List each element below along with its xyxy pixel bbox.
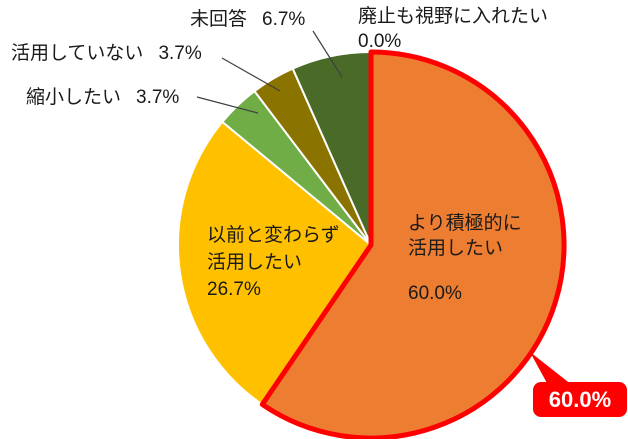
callout-60-percent: 60.0% xyxy=(533,382,627,417)
callout-tail xyxy=(530,352,572,385)
label-mikaito-value: 6.7% xyxy=(262,9,306,30)
label-orange-slice: より積極的に 活用したい 60.0% xyxy=(408,211,522,306)
leader-line-mikaito xyxy=(312,30,343,78)
pie-slices xyxy=(177,49,567,439)
label-orange-name-line2: 活用したい xyxy=(408,238,504,259)
label-mikaito: 未回答 6.7% xyxy=(190,8,305,32)
label-haishi-value: 0.0% xyxy=(358,31,402,52)
label-yellow-value: 26.7% xyxy=(207,279,261,300)
label-yellow-slice: 以前と変わらず 活用したい 26.7% xyxy=(207,222,340,303)
label-katsuyoshiteinai: 活用していない 3.7% xyxy=(11,42,202,66)
label-orange-name-line1: より積極的に xyxy=(408,213,522,234)
label-orange-value: 60.0% xyxy=(408,283,462,304)
label-shukusho-name: 縮小したい xyxy=(26,87,122,108)
label-yellow-name-line1: 以前と変わらず xyxy=(207,225,340,246)
label-mikaito-name: 未回答 xyxy=(190,9,248,30)
leader-line-shukusho xyxy=(196,96,259,114)
label-haishi-name: 廃止も視野に入れたい xyxy=(358,6,549,27)
label-shukusho: 縮小したい 3.7% xyxy=(26,86,179,110)
label-katsuyoshiteinai-name: 活用していない xyxy=(11,43,144,64)
leader-lines xyxy=(196,30,343,114)
pie-slice-0 xyxy=(259,49,567,439)
pie-slice-1 xyxy=(177,120,372,406)
leader-line-katsuyoshiteinai xyxy=(221,57,281,92)
callout-text: 60.0% xyxy=(548,386,612,412)
label-shukusho-value: 3.7% xyxy=(136,87,180,108)
label-haishi: 廃止も視野に入れたい 0.0% xyxy=(358,4,548,54)
label-yellow-name-line2: 活用したい xyxy=(207,252,303,273)
label-katsuyoshiteinai-value: 3.7% xyxy=(158,43,202,64)
